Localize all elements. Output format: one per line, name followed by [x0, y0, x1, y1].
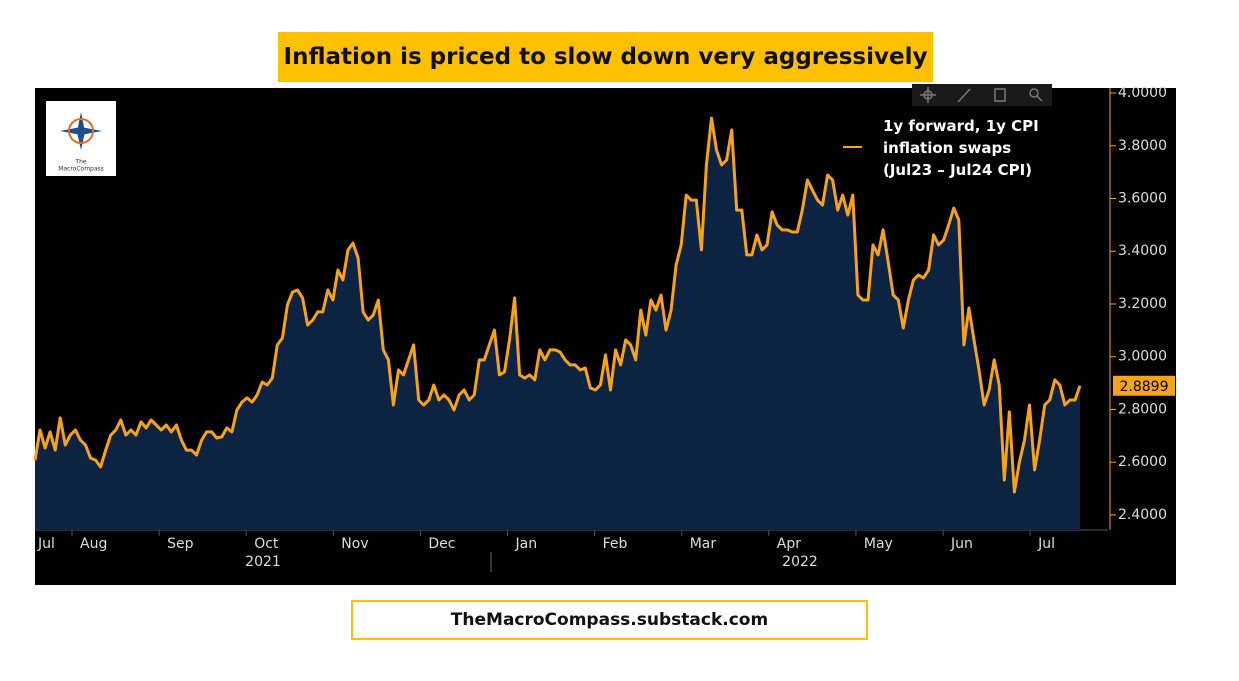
- footer: TheMacroCompass.substack.com: [351, 600, 868, 640]
- x-tick-label: Nov: [341, 536, 368, 552]
- year-label: 2021: [245, 554, 281, 570]
- logo-text: MacroCompass: [58, 166, 104, 173]
- last-value-label: 2.8899: [1120, 379, 1169, 395]
- x-tick-label: May: [864, 536, 893, 552]
- logo: The MacroCompass: [46, 101, 116, 176]
- y-tick-label: 3.0000: [1118, 349, 1167, 365]
- x-tick-label: Feb: [603, 536, 628, 552]
- x-tick-label: Sep: [167, 536, 194, 552]
- y-tick-label: 3.6000: [1118, 191, 1167, 207]
- x-tick-label: Jul: [37, 536, 55, 552]
- line: [33, 116, 1082, 494]
- x-tick-label: Mar: [690, 536, 717, 552]
- area: [35, 118, 1080, 530]
- y-tick-label: 2.4000: [1118, 507, 1167, 523]
- legend-label: 1y forward, 1y CPI inflation swaps (Jul2…: [883, 117, 1039, 179]
- x-tick-label: Oct: [254, 536, 279, 552]
- x-tick-label: Aug: [80, 536, 107, 552]
- x-tick-label: Jul: [1037, 536, 1055, 552]
- y-tick-label: 4.0000: [1118, 85, 1167, 101]
- y-tick-label: 2.6000: [1118, 454, 1167, 470]
- x-tick-label: Jan: [515, 536, 538, 552]
- last-value-box: [1113, 375, 1175, 396]
- year-label: 2022: [782, 554, 818, 570]
- y-tick-label: 3.2000: [1118, 296, 1167, 312]
- x-tick-label: Jun: [950, 536, 973, 552]
- logo-text: The: [74, 159, 86, 166]
- toolbar: [912, 84, 1052, 106]
- y-tick-label: 2.8000: [1118, 401, 1167, 417]
- title: Inflation is priced to slow down very ag…: [278, 32, 933, 82]
- x-tick-label: Apr: [777, 536, 801, 552]
- x-tick-label: Dec: [428, 536, 455, 552]
- y-tick-label: 3.4000: [1118, 243, 1167, 259]
- y-tick-label: 3.8000: [1118, 138, 1167, 154]
